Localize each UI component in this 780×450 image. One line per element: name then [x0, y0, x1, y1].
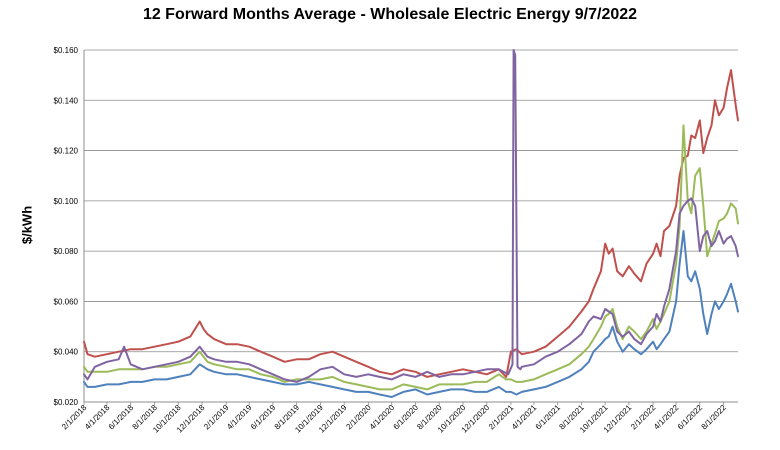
y-tick-labels: $0.020 $0.040 $0.060 $0.080 $0.100 $0.120 $0.1…: [54, 46, 79, 407]
y-tick-label: $0.020: [54, 398, 79, 407]
y-tick-label: $0.140: [54, 96, 79, 105]
series-line-4: [83, 230, 739, 398]
y-tick-label: $0.080: [54, 247, 79, 256]
y-tick-label: $0.100: [54, 197, 79, 206]
x-tick-label: 8/1/2022: [700, 403, 729, 432]
series-line-3: [83, 49, 739, 383]
y-tick-label: $0.160: [54, 46, 79, 55]
gridlines: [84, 49, 738, 353]
series-line-2: [83, 124, 739, 391]
series-lines: [83, 49, 739, 398]
series-line-1: [83, 69, 739, 378]
y-tick-label: $0.040: [54, 348, 79, 357]
y-tick-label: $0.120: [54, 147, 79, 156]
y-tick-label: $0.060: [54, 297, 79, 306]
chart-title: 12 Forward Months Average - Wholesale El…: [142, 6, 638, 23]
x-tick-labels: 2/1/20184/1/20186/1/20188/1/201810/1/201…: [60, 403, 728, 435]
